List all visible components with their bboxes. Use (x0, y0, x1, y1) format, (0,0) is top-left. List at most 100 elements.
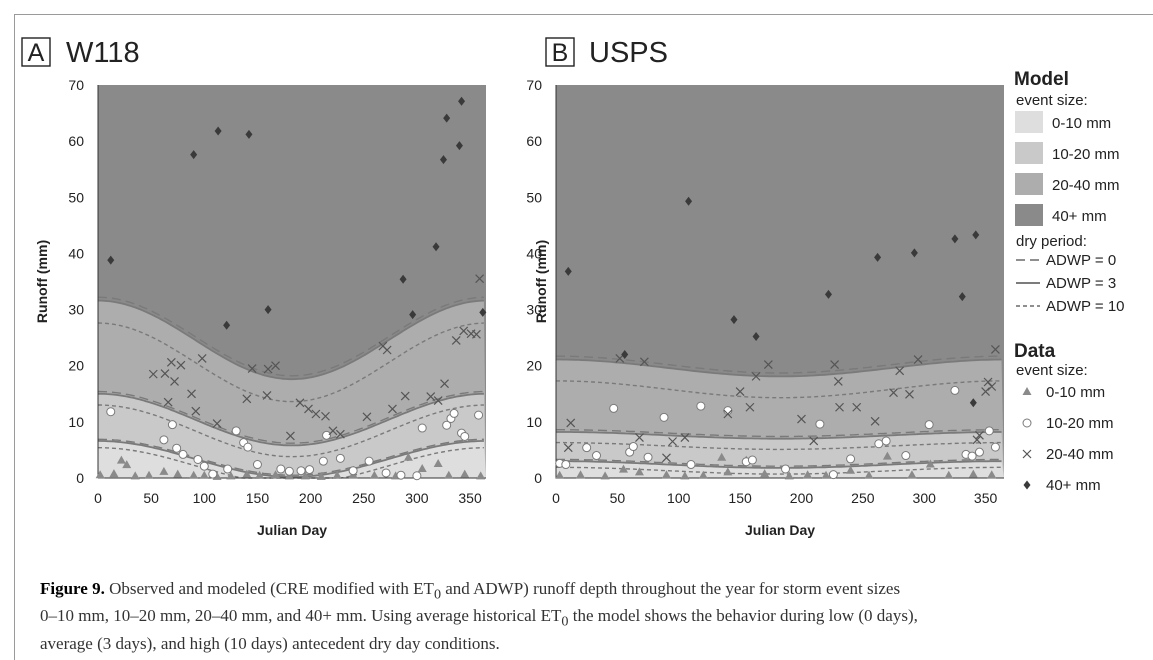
panel-b-point-triangle (760, 469, 770, 478)
panel-b-line-adwp10-band-0 (556, 466, 1002, 475)
panel-a-point-x (426, 392, 436, 402)
panel-b-xtick-label: 50 (610, 490, 626, 506)
panel-b-point-circle (592, 451, 602, 461)
panel-b-line-adwp0-band-0 (556, 458, 1002, 467)
figure-caption: Figure 9. Observed and modeled (CRE modi… (40, 578, 1120, 655)
panel-a-point-x (176, 360, 186, 370)
panel-b-point-x (668, 437, 678, 446)
caption-text-2b: the model shows the behavior during low … (568, 606, 918, 626)
panel-b-line-adwp0-band-1 (556, 429, 1002, 438)
panel-a-point-circle (318, 456, 328, 466)
legend-model-subheading: event size: (1016, 92, 1088, 109)
panel-a-ytick-label: 70 (68, 77, 84, 93)
legend-marker-label: 10-20 mm (1046, 415, 1114, 432)
panel-b-point-diamond (730, 315, 738, 325)
panel-a-point-x (472, 329, 481, 339)
panel-b-point-circle (659, 412, 669, 422)
panel-a-xtick-label: 250 (352, 490, 376, 506)
panel-a-point-diamond (479, 307, 487, 317)
panel-a-point-diamond (432, 242, 440, 252)
panel-b-point-diamond (685, 196, 693, 206)
panel-b-point-diamond (958, 292, 966, 302)
panel-b-ytick-label: 10 (526, 414, 542, 430)
panel-b-point-diamond (969, 398, 977, 408)
panel-a-point-circle (178, 449, 188, 459)
panel-b-point-circle (901, 451, 911, 461)
panel-b-point-diamond (910, 248, 918, 258)
panel-b-line-adwp3-band-1 (556, 431, 1002, 440)
panel-b-point-circle (950, 385, 960, 395)
panel-a-point-circle (252, 460, 262, 470)
panel-a-point-x (311, 409, 321, 419)
panel-b-point-x (563, 443, 573, 453)
panel-b-xtick-label: 350 (974, 490, 998, 506)
legend-marker-circle (1022, 418, 1032, 428)
panel-b-point-x (639, 357, 649, 367)
panel-a-point-circle (296, 466, 306, 476)
panel-b-xlabel: Julian Day (745, 522, 815, 538)
legend-dry-heading: dry period: (1016, 233, 1087, 250)
panel-b-ytick-label: 70 (526, 77, 542, 93)
legend-marker-triangle (1022, 387, 1032, 395)
panel-a-point-x (197, 353, 207, 363)
panel-a-point-circle (364, 456, 374, 466)
panel-a-point-triangle (476, 471, 486, 480)
panel-b-point-circle (747, 455, 757, 465)
panel-a-ytick-label: 0 (76, 470, 84, 486)
panel-b-point-x (751, 371, 761, 381)
legend-band-label: 40+ mm (1052, 208, 1107, 225)
figure-frame-border (14, 14, 1153, 660)
panel-a-point-circle (460, 431, 470, 441)
panel-a-point-circle (305, 465, 315, 475)
legend-line-label: ADWP = 0 (1046, 252, 1116, 269)
panel-a-point-x (212, 419, 222, 428)
legend-band-label: 10-20 mm (1052, 146, 1120, 163)
panel-a-point-x (166, 357, 176, 367)
panel-a-point-x (285, 431, 295, 441)
panel-a-point-x (400, 391, 410, 401)
panel-b-point-circle (609, 403, 619, 413)
panel-a-point-triangle (173, 469, 183, 478)
panel-b-line-adwp10-band-1 (556, 441, 1002, 451)
panel-b-point-circle (984, 426, 994, 436)
panel-a-xtick-label: 300 (405, 490, 429, 506)
panel-a-point-circle (412, 471, 422, 481)
panel-a-point-triangle (116, 455, 126, 464)
panel-a-point-triangle (332, 470, 342, 479)
panel-a-point-x (304, 404, 313, 414)
panel-b-point-circle (874, 439, 884, 449)
panel-a-ytick-label: 20 (68, 358, 84, 374)
panel-b-point-triangle (882, 451, 892, 460)
legend-band-swatch (1015, 173, 1043, 195)
panel-b-point-x (745, 402, 755, 412)
panel-a-point-x (295, 398, 305, 408)
legend-model-heading: Model (1014, 69, 1069, 90)
panel-b-ytick-label: 0 (534, 470, 542, 486)
panel-b-point-x (990, 345, 1000, 354)
panel-b-point-x (889, 388, 898, 398)
panel-b-point-x (835, 402, 844, 412)
panel-a-point-triangle (122, 460, 132, 469)
panel-b-point-triangle (944, 470, 954, 479)
panel-b-point-triangle (555, 470, 565, 479)
panel-b-point-triangle (619, 464, 629, 473)
panel-a-xtick-label: 100 (193, 490, 217, 506)
panel-b-point-circle (990, 442, 1000, 452)
panel-a-point-x (388, 404, 397, 414)
panel-a-point-triangle (316, 471, 326, 480)
panel-b-title: USPS (589, 37, 668, 69)
panel-b-point-x (975, 430, 984, 440)
panel-b-point-x (852, 402, 862, 412)
panel-a-point-circle (159, 435, 169, 445)
panel-a-point-triangle (255, 470, 265, 479)
panel-b-point-triangle (698, 470, 708, 479)
panel-a-point-x (459, 326, 469, 336)
panel-b-point-circle (781, 464, 791, 474)
panel-a-point-circle (335, 453, 345, 463)
panel-b-point-circle (846, 454, 856, 464)
panel-a-point-triangle (159, 466, 169, 475)
panel-b-letter: B (552, 39, 569, 67)
panel-a-line-adwp0-band-2 (97, 296, 484, 377)
panel-b-point-circle (643, 452, 653, 462)
